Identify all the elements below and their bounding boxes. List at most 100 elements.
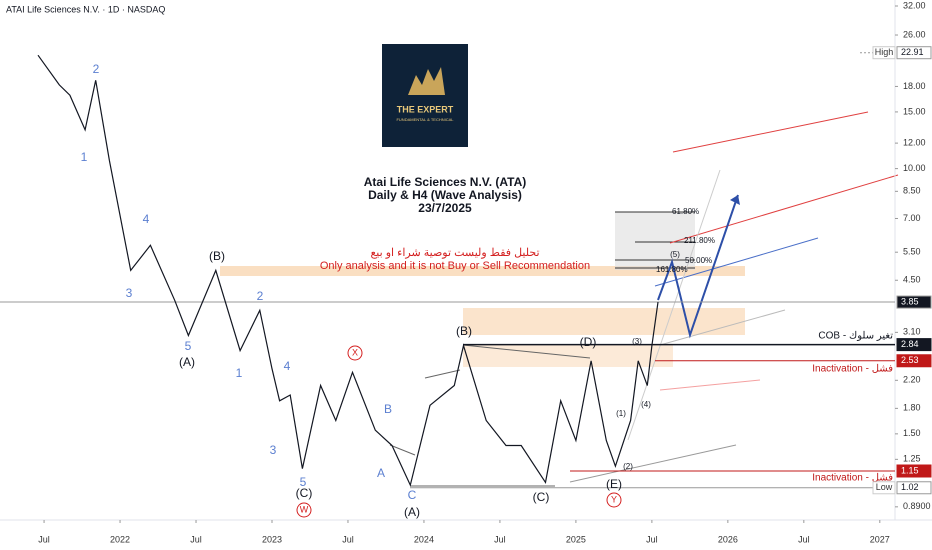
price-tag-label: 2.53 bbox=[901, 355, 919, 365]
wave-label: C bbox=[408, 488, 417, 502]
y-tick-label: 1.80 bbox=[903, 403, 921, 413]
y-tick-label: 7.00 bbox=[903, 213, 921, 223]
x-tick-label: Jul bbox=[646, 534, 658, 544]
x-tick-label: Jul bbox=[494, 534, 506, 544]
y-tick-label: 26.00 bbox=[903, 29, 926, 39]
channel-line bbox=[424, 369, 461, 379]
wave-label: 5 bbox=[300, 475, 307, 489]
price-tag-label: 2.84 bbox=[901, 339, 919, 349]
wave-label: 1 bbox=[81, 150, 88, 164]
x-tick-label: 2025 bbox=[566, 534, 586, 544]
y-tick-label: 12.00 bbox=[903, 137, 926, 147]
wave-label: 2 bbox=[93, 62, 100, 76]
wave-label: Y bbox=[611, 494, 617, 504]
price-tag-name-box bbox=[872, 46, 896, 60]
x-tick-label: Jul bbox=[342, 534, 354, 544]
price-line bbox=[37, 54, 659, 487]
wave-label: X bbox=[352, 347, 358, 357]
price-tag bbox=[896, 295, 932, 309]
level-label: Inactivation - فشل bbox=[812, 473, 893, 484]
wave-label: (C) bbox=[533, 490, 550, 504]
price-tag-name: Low bbox=[876, 482, 893, 492]
price-tag-label: 22.91 bbox=[901, 47, 924, 57]
wave-label: A bbox=[377, 466, 385, 480]
channel-line bbox=[659, 309, 786, 346]
channel-line bbox=[569, 444, 737, 483]
wave-label: 1 bbox=[236, 366, 243, 380]
trend-line bbox=[659, 379, 761, 391]
trend-line bbox=[654, 237, 819, 287]
wave-label: (5) bbox=[670, 250, 680, 259]
wave-label: (B) bbox=[209, 249, 225, 263]
price-tag-name: High bbox=[875, 47, 894, 57]
wave-label: 4 bbox=[284, 359, 291, 373]
wave-label: W bbox=[300, 504, 309, 514]
price-tag-name-box bbox=[872, 481, 896, 495]
price-tag bbox=[896, 481, 932, 495]
wave-label: 3 bbox=[270, 443, 277, 457]
x-tick-label: Jul bbox=[38, 534, 50, 544]
fib-label: 50.00% bbox=[685, 256, 712, 265]
wave-label: (4) bbox=[641, 400, 651, 409]
wave-circle bbox=[606, 492, 622, 508]
x-tick-label: Jul bbox=[798, 534, 810, 544]
price-tag-label: 3.85 bbox=[901, 296, 919, 306]
wave-label: (3) bbox=[632, 337, 642, 346]
arrow-head bbox=[730, 195, 740, 205]
price-tag bbox=[896, 354, 932, 368]
title: Daily & H4 (Wave Analysis) bbox=[368, 188, 522, 202]
fib-box bbox=[615, 212, 695, 270]
y-tick-label: 5.50 bbox=[903, 247, 921, 257]
level-label: Inactivation - فشل bbox=[812, 364, 893, 375]
wave-circle bbox=[296, 502, 312, 518]
wave-label: (A) bbox=[179, 355, 195, 369]
price-tag bbox=[896, 338, 932, 352]
y-tick-label: 4.50 bbox=[903, 275, 921, 285]
wave-label: (E) bbox=[606, 477, 622, 491]
fib-label: 211.80% bbox=[684, 236, 715, 245]
y-tick-label: 8.50 bbox=[903, 186, 921, 196]
channel-line bbox=[389, 444, 416, 456]
wave-label: (B) bbox=[456, 324, 472, 338]
logo-icon bbox=[408, 67, 445, 95]
title: 23/7/2025 bbox=[418, 201, 472, 215]
logo-subtitle: FUNDAMENTAL & TECHNICAL bbox=[396, 117, 454, 122]
y-tick-label: 2.20 bbox=[903, 375, 921, 385]
price-tag bbox=[896, 464, 932, 478]
x-tick-label: 2024 bbox=[414, 534, 434, 544]
fib-label: 161.80% bbox=[656, 265, 688, 274]
wave-label: 5 bbox=[185, 339, 192, 353]
price-tag bbox=[896, 46, 932, 60]
y-tick-label: 15.00 bbox=[903, 106, 926, 116]
trend-line bbox=[669, 174, 899, 244]
disclaimer: تحليل فقط وليست توصية شراء او بيع bbox=[370, 247, 539, 259]
y-tick-label: 3.10 bbox=[903, 327, 921, 337]
y-tick-label: 1.25 bbox=[903, 454, 921, 464]
wave-circle bbox=[347, 345, 363, 361]
logo-box bbox=[382, 44, 468, 147]
fib-label: 61.80% bbox=[672, 207, 699, 216]
x-tick-label: 2022 bbox=[110, 534, 130, 544]
wave-label: (1) bbox=[616, 409, 626, 418]
channel-line bbox=[462, 344, 591, 359]
resistance-zone bbox=[220, 266, 745, 276]
y-tick-label: 1.50 bbox=[903, 428, 921, 438]
x-tick-label: 2027 bbox=[870, 534, 890, 544]
trend-line bbox=[672, 111, 869, 153]
wave-label: (2) bbox=[623, 462, 633, 471]
y-tick-label: 0.8900 bbox=[903, 501, 931, 511]
projection-arrow bbox=[657, 194, 739, 339]
y-tick-label: 18.00 bbox=[903, 81, 926, 91]
title: Atai Life Sciences N.V. (ATA) bbox=[364, 175, 527, 189]
wave-label: (D) bbox=[580, 335, 597, 349]
channel-line bbox=[627, 169, 721, 441]
logo-title: THE EXPERT bbox=[397, 104, 454, 114]
wave-label: 4 bbox=[143, 212, 150, 226]
x-tick-label: Jul bbox=[190, 534, 202, 544]
wave-label: (A) bbox=[404, 505, 420, 519]
drawings: THE EXPERT FUNDAMENTAL & TECHNICAL ATAI … bbox=[0, 0, 932, 521]
price-tag-label: 1.02 bbox=[901, 482, 919, 492]
price-tag-label: 1.15 bbox=[901, 465, 919, 475]
wave-label: 3 bbox=[126, 286, 133, 300]
